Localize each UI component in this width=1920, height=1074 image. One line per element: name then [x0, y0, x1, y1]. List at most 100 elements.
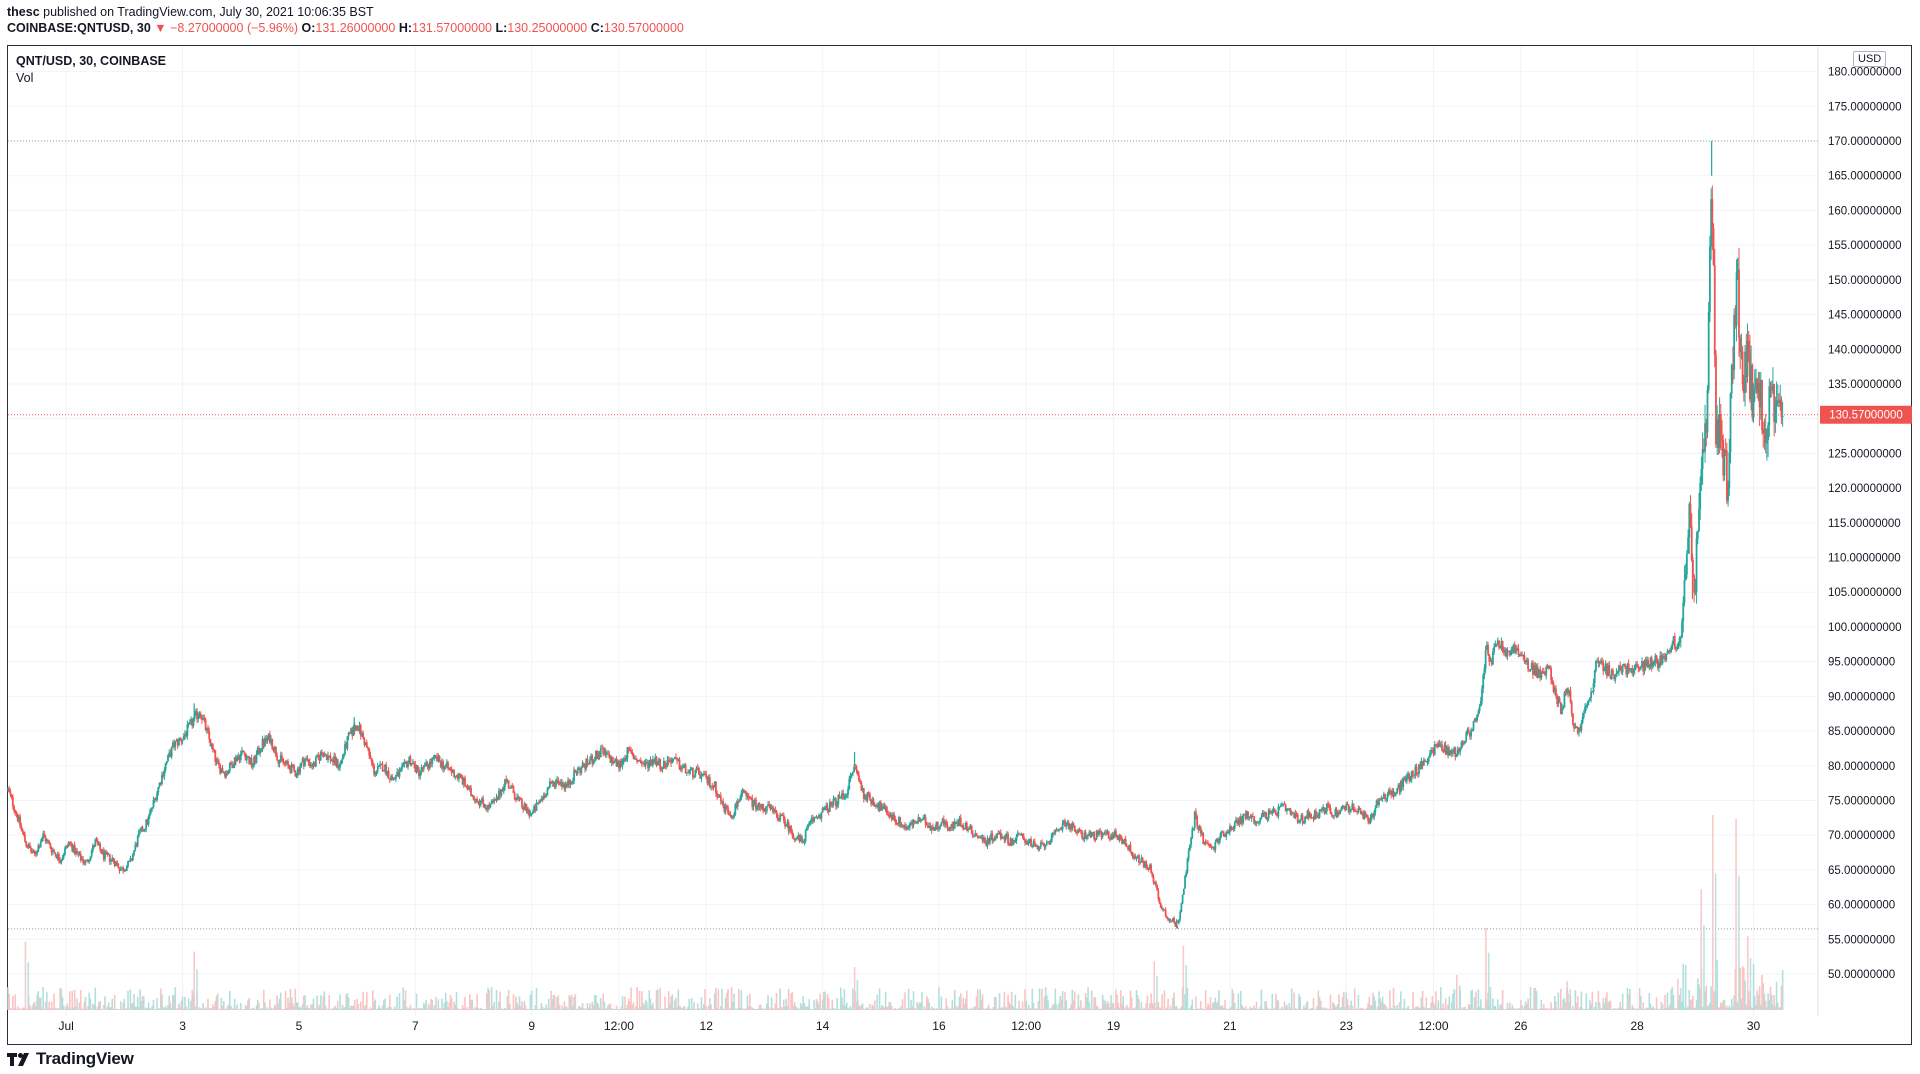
volume-bar [1060, 999, 1063, 1010]
currency-label[interactable]: USD [1853, 51, 1887, 67]
candle-body [584, 766, 586, 769]
candle-body [1432, 750, 1435, 755]
candle-body [277, 759, 280, 764]
candle-body [153, 798, 156, 800]
candle-body [711, 785, 714, 787]
volume-bar [139, 989, 141, 1010]
candle-body [363, 738, 366, 746]
volume-bar [745, 1008, 748, 1010]
candle-body [1501, 641, 1504, 651]
candle-body [1307, 810, 1310, 818]
candle-body [1045, 842, 1048, 845]
candle-body [291, 764, 294, 766]
volume-bar [1683, 1007, 1686, 1010]
volume-bar [1166, 1007, 1168, 1010]
volume-bar [1478, 1006, 1481, 1010]
volume-bar [917, 1004, 920, 1010]
volume-bar [111, 998, 114, 1010]
volume-bar [1158, 1007, 1161, 1010]
volume-bar [841, 997, 843, 1010]
candle-body [72, 844, 75, 852]
candle-body [1082, 837, 1085, 840]
volume-bar [1333, 1003, 1335, 1010]
volume-bar [1361, 1008, 1363, 1010]
candle-body [1761, 379, 1763, 430]
candle-body [481, 798, 483, 801]
volume-bar [89, 998, 92, 1010]
candle-body [1564, 692, 1567, 694]
volume-bar [1014, 994, 1017, 1010]
volume-bar [569, 997, 572, 1010]
volume-bar [1443, 1008, 1446, 1010]
volume-bar [953, 990, 956, 1010]
volume-bar [1078, 1007, 1081, 1010]
volume-bar [1476, 1007, 1478, 1010]
candle-body [1430, 750, 1433, 754]
candle-body [1070, 824, 1072, 830]
volume-bar [647, 1008, 649, 1010]
x-tick-label: 16 [932, 1019, 946, 1033]
volume-bar [665, 1007, 668, 1010]
candle-body [1596, 661, 1599, 663]
candle-body [358, 725, 361, 732]
candle-body [322, 752, 325, 757]
candle-body [861, 788, 864, 791]
volume-bar [262, 989, 265, 1010]
candle-body [1496, 640, 1499, 645]
volume-bar [237, 1008, 240, 1010]
candle-body [173, 742, 175, 748]
candle-body [85, 860, 88, 862]
candle-body [545, 795, 548, 798]
candle-body [808, 822, 811, 825]
volume-bar [1191, 999, 1194, 1010]
volume-bar [864, 1008, 866, 1010]
candle-body [455, 775, 458, 777]
candle-body [230, 762, 232, 765]
candle-body [213, 749, 215, 751]
volume-bar [1592, 1008, 1595, 1010]
volume-bar [1608, 1000, 1611, 1010]
candle-body [1705, 423, 1708, 433]
candle-body [1671, 643, 1674, 650]
volume-bar [740, 990, 743, 1010]
candle-body [1391, 790, 1394, 795]
volume-bar [764, 1008, 767, 1010]
volume-bar [1736, 1002, 1739, 1010]
candle-body [1041, 842, 1043, 844]
y-tick-label: 125.00000000 [1828, 448, 1902, 460]
volume-bar [486, 993, 488, 1010]
candle-body [1089, 832, 1092, 837]
candle-body [1011, 840, 1014, 846]
candle-body [1512, 644, 1515, 649]
volume-bar [1026, 1008, 1029, 1010]
candle-body [971, 833, 974, 837]
volume-bar [207, 998, 209, 1010]
volume-bar [584, 1008, 586, 1010]
chart-frame[interactable] [7, 45, 1912, 1045]
candle-body [1633, 665, 1636, 671]
candle-body [1416, 772, 1419, 775]
volume-bar [118, 1008, 121, 1010]
volume-bar [655, 989, 658, 1010]
publisher-name[interactable]: thesc [7, 5, 40, 19]
footer-brand[interactable]: TradingView [6, 1048, 134, 1070]
candle-body [715, 781, 717, 794]
volume-bar [1123, 1007, 1126, 1010]
candle-body [1311, 817, 1314, 819]
volume-bar [641, 991, 643, 1010]
volume-bar [1239, 990, 1242, 1010]
candle-body [958, 817, 961, 826]
volume-bar [1378, 991, 1380, 1010]
volume-bar [1067, 1008, 1070, 1010]
candle-body [1658, 665, 1660, 668]
volume-bar [1757, 994, 1760, 1010]
volume-bar [759, 1004, 762, 1010]
volume-bar [1722, 1000, 1725, 1010]
candle-body [1050, 834, 1053, 842]
volume-bar [1399, 991, 1402, 1010]
volume-bar [1655, 997, 1658, 1010]
candle-body [1173, 918, 1176, 923]
volume-bar [1653, 1008, 1655, 1010]
volume-bar [1555, 1001, 1557, 1010]
